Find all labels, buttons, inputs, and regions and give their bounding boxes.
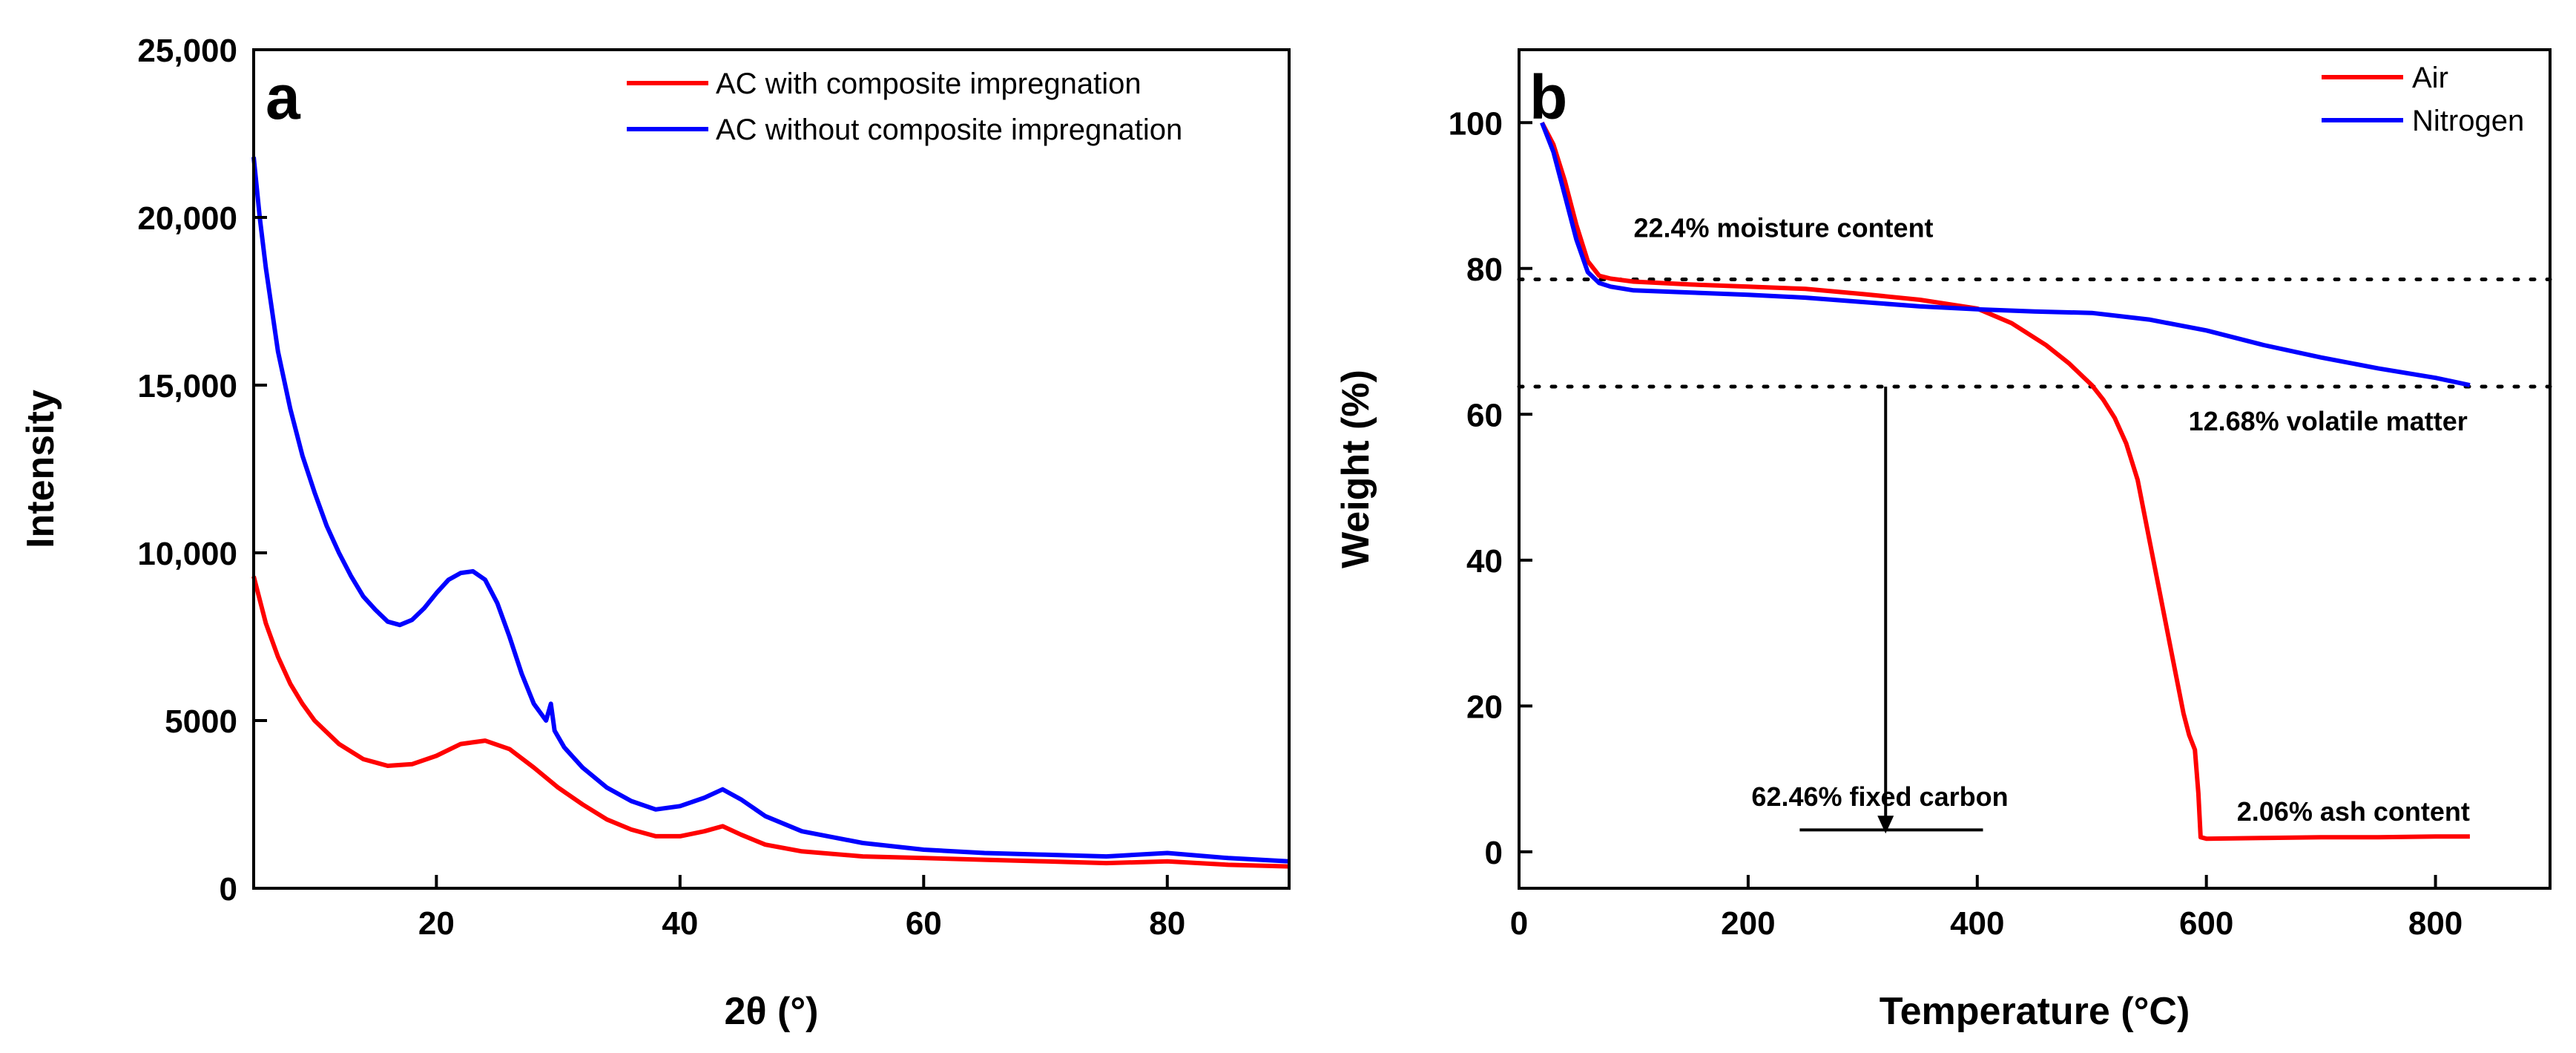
panel-b-y-tick-label: 40 [1466, 543, 1503, 580]
panel-a-y-tick-label: 0 [220, 871, 237, 908]
legend-label-nitrogen: Nitrogen [2412, 105, 2524, 137]
panel-b-series-line-0 [1540, 121, 2470, 842]
panel-a-x-tick-label: 40 [662, 905, 698, 942]
panel-b: 0 200 400 600 800 0 20 40 60 80 100 b Air Nitrogen… [1334, 48, 2552, 1033]
panel-b-y-tick-label: 60 [1466, 397, 1503, 433]
panel-a-y-tick-label: 15,000 [137, 368, 237, 404]
panel-a-y-tick-label: 10,000 [137, 536, 237, 572]
panel-a-legend: AC with composite impregnation AC withou… [627, 68, 1182, 146]
panel-b-legend: Air Nitrogen [2322, 62, 2524, 137]
panel-a-plot-frame [252, 48, 1291, 890]
panel-b-x-axis-title: Temperature (°C) [1880, 990, 2190, 1033]
panel-b-y-tick-label: 0 [1485, 835, 1503, 871]
panel-b-series [1540, 121, 2471, 842]
panel-b-x-tick-label: 800 [2408, 905, 2463, 942]
panel-b-annotation: 2.06% ash content [2237, 796, 2470, 827]
panel-b-x-tick-label: 600 [2179, 905, 2233, 942]
panel-b-x-tick-label: 200 [1721, 905, 1775, 942]
panel-b-arrow-head [1877, 816, 1894, 834]
panel-b-y-tick-label: 80 [1466, 252, 1503, 288]
panel-a-x-tick-label: 80 [1149, 905, 1185, 942]
panel-b-annotation: 12.68% volatile matter [2189, 406, 2468, 436]
panel-a-series-line-1 [251, 157, 1290, 864]
panel-b-x-tick-label: 400 [1950, 905, 2004, 942]
panel-a-letter: a [266, 62, 301, 132]
panel-b-letter: b [1529, 62, 1567, 132]
panel-b-annotations: 22.4% moisture content 12.68% volatile ma… [1633, 213, 2469, 827]
panel-b-axes: 0 200 400 600 800 0 20 40 60 80 100 [1449, 105, 2463, 942]
panel-b-annotation: 62.46% fixed carbon [1751, 781, 2008, 812]
legend-label-without-impregnation: AC without composite impregnation [716, 114, 1182, 146]
panel-a-series-line-0 [251, 575, 1290, 869]
panel-a-y-tick-label: 25,000 [137, 33, 237, 69]
panel-b-plot-frame [1518, 48, 2552, 890]
legend-label-air: Air [2412, 62, 2448, 94]
panel-a-x-axis-title: 2θ (°) [725, 990, 819, 1033]
panel-b-y-tick-label: 100 [1449, 105, 1503, 142]
panel-a-y-axis-title: Intensity [19, 390, 62, 548]
panel-a-y-tick-label: 5000 [165, 703, 237, 740]
panel-a-x-tick-label: 20 [418, 905, 455, 942]
panel-b-x-tick-label: 0 [1510, 905, 1528, 942]
panel-a-series [251, 157, 1290, 869]
panel-b-series-line-1 [1540, 122, 2471, 387]
legend-label-with-impregnation: AC with composite impregnation [716, 68, 1142, 100]
panel-a-axes: 20 40 60 80 0 5000 10,000 15,000 20,000 25,000 [137, 33, 1185, 942]
panel-a-y-tick-label: 20,000 [137, 200, 237, 237]
panel-b-fixed-carbon-arrow [1799, 386, 1983, 834]
panel-b-annotation: 22.4% moisture content [1633, 213, 1933, 243]
panel-b-y-axis-title: Weight (%) [1334, 370, 1377, 568]
panel-b-y-tick-label: 20 [1466, 689, 1503, 725]
panel-a-x-tick-label: 60 [906, 905, 942, 942]
